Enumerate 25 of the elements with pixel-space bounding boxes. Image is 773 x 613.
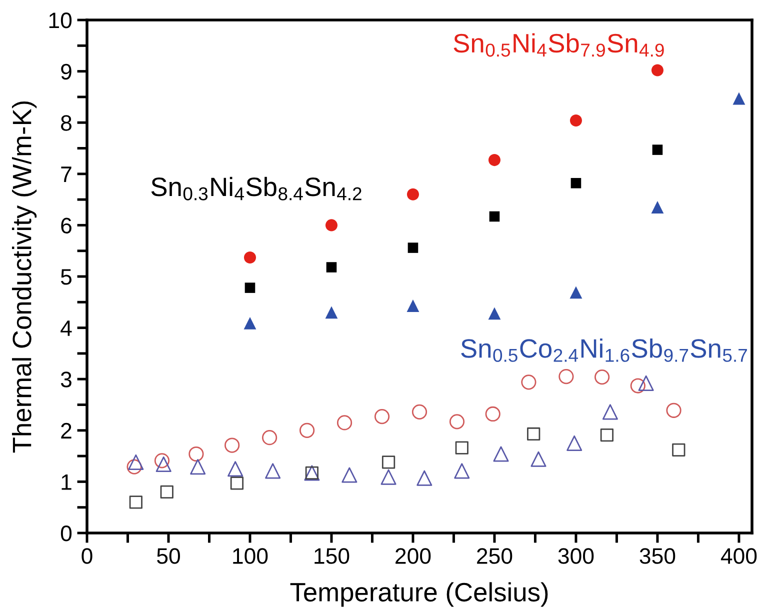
y-tick-label: 9: [61, 64, 72, 80]
x-tick-label: 150: [314, 548, 350, 564]
x-tick-label: 0: [82, 548, 92, 564]
x-axis-title: Temperature (Celsius): [290, 582, 548, 607]
x-tick-label: 100: [233, 548, 268, 564]
x-tick-label: 400: [720, 548, 757, 564]
text: Sn$_{0.3}$Ni$_{4}$Sb$_{8.4}$Sn$_{4.2}$: [151, 176, 362, 200]
y-tick-label: 0: [60, 526, 72, 542]
series-label: Sn$_{0.5}$Ni$_{4}$Sb$_{7.9}$Sn$_{4.9}$: [454, 33, 664, 57]
x-tick-label: 300: [558, 548, 594, 564]
y-tick-label: 8: [61, 115, 72, 131]
y-tick-label: 7: [61, 166, 72, 182]
x-tick-label: 250: [477, 548, 512, 564]
x-tick-label: 200: [396, 548, 431, 564]
text: Sn$_{0.5}$Co$_{2.4}$Ni$_{1.6}$Sb$_{9.7}$Sn$_{5.7}$: [461, 338, 747, 362]
y-tick-label: 4: [60, 320, 72, 336]
y-tick-label: 2: [61, 422, 72, 438]
y-tick-label: 3: [60, 372, 72, 388]
y-tick-label: 5: [60, 269, 72, 285]
x-tick-label: 50: [157, 548, 180, 564]
y-tick-label: 10: [49, 12, 72, 28]
y-tick-label: 1: [62, 474, 72, 490]
y-tick-label: 6: [61, 218, 72, 234]
y-axis-title: Thermal Conductivity (W/m-K): [12, 101, 37, 453]
x-tick-label: 350: [640, 548, 676, 564]
